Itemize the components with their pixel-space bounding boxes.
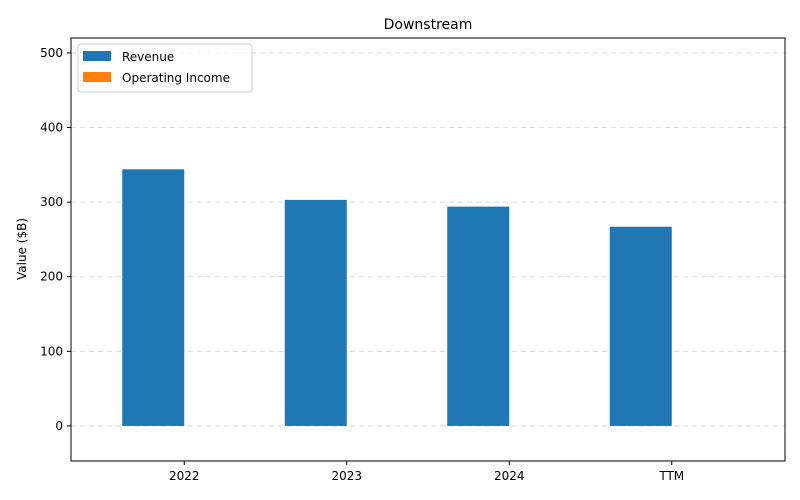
y-tick-label: 0 [55, 419, 63, 433]
legend-label-revenue: Revenue [122, 50, 174, 64]
bar-revenue [447, 206, 510, 426]
y-tick-label: 100 [40, 344, 63, 358]
y-tick-label: 200 [40, 270, 63, 284]
y-axis: 0 100 200 300 400 500 [40, 46, 71, 433]
legend: Revenue Operating Income [77, 43, 253, 93]
x-tick-label: 2023 [331, 469, 362, 483]
legend-label-operating-income: Operating Income [122, 71, 230, 85]
y-tick-label: 500 [40, 46, 63, 60]
x-tick-label: 2022 [169, 469, 200, 483]
legend-swatch-revenue [83, 51, 111, 61]
bar-revenue [122, 169, 185, 426]
legend-box [77, 43, 253, 93]
bar-revenue [284, 199, 347, 426]
chart-title: Downstream [384, 17, 473, 33]
x-axis: 2022 2023 2024 TTM [169, 461, 684, 483]
x-tick-label: TTM [658, 469, 684, 483]
bars-layer [122, 169, 672, 426]
plot-frame [70, 37, 786, 462]
y-tick-label: 400 [40, 121, 63, 135]
x-tick-label: 2024 [494, 469, 525, 483]
y-axis-title: Value ($B) [15, 218, 29, 280]
y-tick-label: 300 [40, 195, 63, 209]
legend-swatch-operating-income [83, 72, 111, 82]
bar-revenue [609, 226, 672, 426]
